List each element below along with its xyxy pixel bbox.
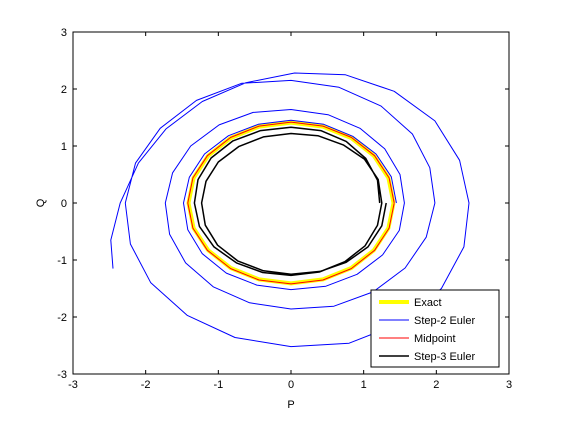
legend-label-step-3-euler: Step-3 Euler [414, 351, 475, 363]
x-axis-label: P [287, 399, 294, 411]
x-tick-label: 2 [433, 379, 439, 391]
x-tick-label: 0 [288, 379, 294, 391]
legend-entries: Exact Step-2 Euler Midpoint Step-3 Euler [379, 297, 475, 363]
y-tick-label: -1 [57, 255, 67, 267]
x-tick-label: -1 [213, 379, 223, 391]
x-tick-label: 3 [506, 379, 512, 391]
legend-label-midpoint: Midpoint [414, 333, 456, 345]
y-tick-label: 2 [61, 84, 67, 96]
y-tick-label: 1 [61, 141, 67, 153]
series-layer [110, 72, 470, 348]
legend: Exact Step-2 Euler Midpoint Step-3 Euler [370, 289, 500, 368]
series-line-step-3-euler [193, 126, 387, 277]
y-tick-label: -3 [57, 369, 67, 381]
y-tick-label: -2 [57, 312, 67, 324]
tick-layer: -3 -2 -1 0 1 2 3 -3 -2 -1 0 1 2 3 [57, 27, 512, 391]
y-axis-label: Q [35, 198, 47, 207]
legend-label-step-2-euler: Step-2 Euler [414, 315, 475, 327]
x-tick-label: -2 [141, 379, 151, 391]
y-tick-label: 0 [61, 198, 67, 210]
series-line-exact [186, 120, 396, 286]
legend-label-exact: Exact [414, 297, 442, 309]
series-line-step-2-euler [110, 72, 470, 348]
series-line-midpoint [187, 121, 395, 285]
x-tick-label: 1 [361, 379, 367, 391]
y-tick-label: 3 [61, 27, 67, 39]
x-tick-label: -3 [68, 379, 78, 391]
